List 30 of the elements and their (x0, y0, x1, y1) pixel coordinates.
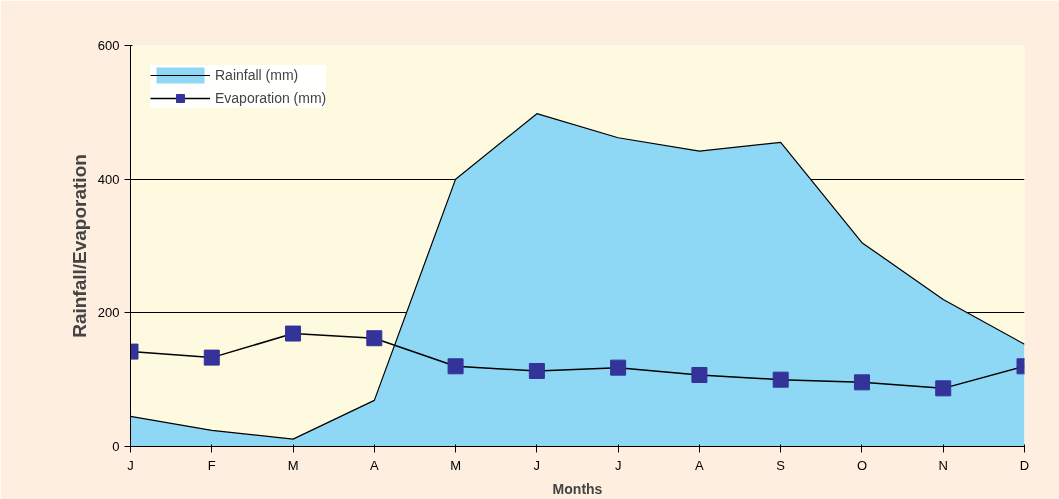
x-tick-label: A (695, 457, 705, 473)
point (935, 380, 952, 397)
point (610, 359, 627, 376)
x-tick-label: F (207, 457, 216, 473)
point (203, 349, 220, 366)
y-tick-label: 200 (97, 305, 120, 321)
y-axis-title: Rainfall/Evaporation (68, 154, 90, 338)
point (366, 330, 383, 347)
y-tick-label: 400 (97, 171, 120, 187)
point (447, 358, 464, 375)
legend-label: Evaporation (mm) (215, 90, 327, 106)
point (772, 371, 789, 388)
x-tick-label: J (127, 457, 134, 473)
y-tick-label: 0 (112, 439, 120, 454)
legend-label: Rainfall (mm) (215, 67, 299, 83)
y-tick-label: 600 (97, 38, 120, 53)
x-tick-label: M (287, 457, 299, 473)
x-tick-label: M (450, 457, 462, 473)
x-axis-title: Months (552, 480, 603, 497)
x-tick-label: J (533, 457, 541, 473)
x-tick-label: N (938, 457, 948, 473)
point (691, 366, 708, 383)
x-tick-label: S (776, 457, 786, 473)
point (853, 374, 870, 391)
point (528, 362, 545, 379)
x-tick-label: J (614, 457, 622, 473)
x-tick-label: D (1019, 457, 1030, 473)
x-tick-label: O (856, 457, 868, 473)
point (285, 325, 302, 342)
x-tick-label: A (369, 457, 379, 473)
